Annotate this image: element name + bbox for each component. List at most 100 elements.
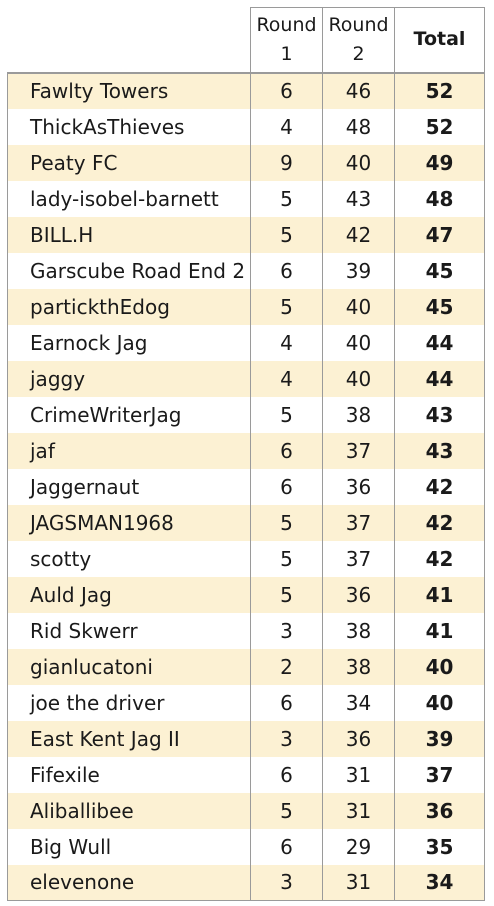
table-row: elevenone 3 31 34 [7,864,485,901]
table-row: Auld Jag 5 36 41 [7,576,485,613]
round-1-score-cell: 4 [250,360,323,397]
team-name-cell: Peaty FC [7,144,251,181]
team-name-cell: jaf [7,432,251,469]
team-name-cell: ThickAsThieves [7,108,251,145]
team-name-cell: Jaggernaut [7,468,251,505]
round-1-score-cell: 5 [250,540,323,577]
table-row: Fifexile 6 31 37 [7,756,485,793]
round-1-score-cell: 5 [250,504,323,541]
total-score-cell: 43 [394,396,485,433]
round-1-score-cell: 2 [250,648,323,685]
team-name-cell: Garscube Road End 2 [7,252,251,289]
team-name-cell: jaggy [7,360,251,397]
table-row: JAGSMAN1968 5 37 42 [7,504,485,541]
round-1-score-cell: 3 [250,864,323,901]
leaderboard-table-container: Round 1 Round 2 Total Fawlty Towers 6 46 52… [7,7,485,901]
round-1-score-cell: 6 [250,756,323,793]
total-score-cell: 44 [394,324,485,361]
team-name-cell: Auld Jag [7,576,251,613]
total-score-cell: 40 [394,648,485,685]
round-2-score-cell: 38 [322,648,395,685]
total-score-cell: 42 [394,540,485,577]
team-name-cell: elevenone [7,864,251,901]
team-name-cell: lady-isobel-barnett [7,180,251,217]
round-2-score-cell: 37 [322,504,395,541]
table-row: East Kent Jag II 3 36 39 [7,720,485,757]
table-row: Rid Skwerr 3 38 41 [7,612,485,649]
team-name-cell: Earnock Jag [7,324,251,361]
round-1-score-cell: 6 [250,71,323,109]
total-score-cell: 36 [394,792,485,829]
round-2-score-cell: 40 [322,288,395,325]
round-1-score-cell: 5 [250,396,323,433]
total-score-cell: 37 [394,756,485,793]
table-row: CrimeWriterJag 5 38 43 [7,396,485,433]
round-2-score-cell: 38 [322,612,395,649]
round-2-score-cell: 38 [322,396,395,433]
total-score-cell: 35 [394,828,485,865]
round-2-score-cell: 36 [322,468,395,505]
round-1-score-cell: 5 [250,216,323,253]
total-score-cell: 42 [394,504,485,541]
round-2-score-cell: 37 [322,432,395,469]
round-2-score-cell: 39 [322,252,395,289]
team-name-cell: Rid Skwerr [7,612,251,649]
total-score-cell: 47 [394,216,485,253]
round-1-score-cell: 6 [250,684,323,721]
round-2-score-cell: 34 [322,684,395,721]
round-1-score-cell: 6 [250,252,323,289]
total-score-cell: 42 [394,468,485,505]
team-name-cell: East Kent Jag II [7,720,251,757]
total-score-cell: 34 [394,864,485,901]
team-name-cell: Fawlty Towers [7,71,251,109]
table-row: Peaty FC 9 40 49 [7,144,485,181]
table-row: Jaggernaut 6 36 42 [7,468,485,505]
total-score-cell: 48 [394,180,485,217]
round-2-score-cell: 40 [322,144,395,181]
table-header: Round 1 Round 2 Total [7,7,485,73]
table-row: Big Wull 6 29 35 [7,828,485,865]
team-name-cell: JAGSMAN1968 [7,504,251,541]
table-row: jaggy 4 40 44 [7,360,485,397]
header-round-1: Round 1 [250,7,323,73]
table-row: jaf 6 37 43 [7,432,485,469]
team-name-cell: joe the driver [7,684,251,721]
total-score-cell: 40 [394,684,485,721]
header-blank-cell [7,7,251,73]
round-1-score-cell: 5 [250,576,323,613]
round-1-score-cell: 4 [250,108,323,145]
header-round-2: Round 2 [322,7,395,73]
round-2-score-cell: 40 [322,360,395,397]
round-2-score-cell: 42 [322,216,395,253]
total-score-cell: 52 [394,71,485,109]
table-row: scotty 5 37 42 [7,540,485,577]
round-1-score-cell: 5 [250,288,323,325]
total-score-cell: 45 [394,288,485,325]
round-1-score-cell: 5 [250,792,323,829]
table-row: joe the driver 6 34 40 [7,684,485,721]
table-row: Garscube Road End 2 6 39 45 [7,252,485,289]
table-row: partickthEdog 5 40 45 [7,288,485,325]
table-row: Fawlty Towers 6 46 52 [7,71,485,109]
round-2-score-cell: 36 [322,720,395,757]
team-name-cell: Big Wull [7,828,251,865]
round-2-score-cell: 31 [322,864,395,901]
total-score-cell: 52 [394,108,485,145]
team-name-cell: scotty [7,540,251,577]
round-1-score-cell: 6 [250,468,323,505]
total-score-cell: 41 [394,576,485,613]
total-score-cell: 41 [394,612,485,649]
header-row: Round 1 Round 2 Total [7,7,485,73]
table-row: Aliballibee 5 31 36 [7,792,485,829]
table-row: Earnock Jag 4 40 44 [7,324,485,361]
table-row: lady-isobel-barnett 5 43 48 [7,180,485,217]
round-1-score-cell: 3 [250,720,323,757]
team-name-cell: partickthEdog [7,288,251,325]
round-1-score-cell: 5 [250,180,323,217]
total-score-cell: 45 [394,252,485,289]
round-2-score-cell: 40 [322,324,395,361]
round-2-score-cell: 31 [322,756,395,793]
round-2-score-cell: 37 [322,540,395,577]
round-2-score-cell: 31 [322,792,395,829]
table-body: Fawlty Towers 6 46 52 ThickAsThieves 4 48 52 Pea… [7,71,485,901]
